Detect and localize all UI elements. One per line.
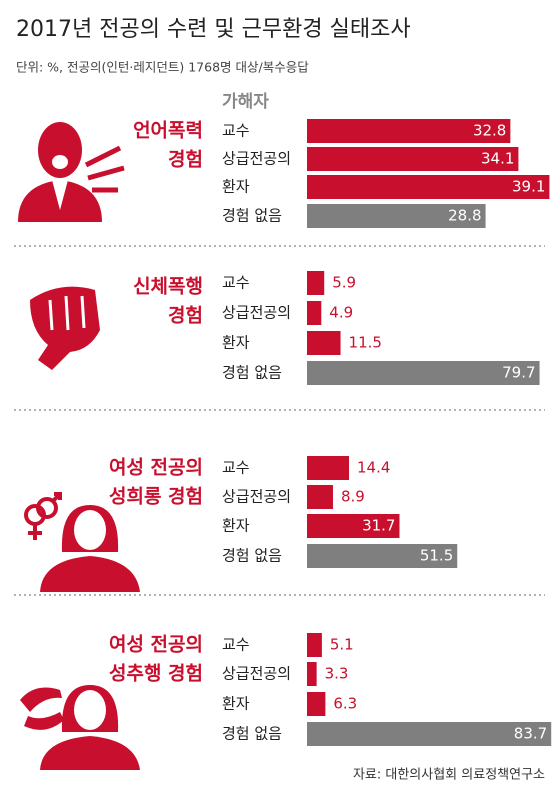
category-label: 환자 — [222, 695, 250, 713]
category-label: 경험 없음 — [222, 547, 282, 565]
panel-label: 경험 — [168, 305, 203, 327]
value-label: 4.9 — [329, 304, 353, 322]
title: 2017년 전공의 수련 및 근무환경 실태조사 — [16, 17, 411, 42]
panel-label: 성희롱 경험 — [109, 486, 203, 508]
subtitle: 단위: %, 전공의(인턴·레지던트) 1768명 대상/복수응답 — [16, 60, 309, 75]
bar — [307, 514, 400, 538]
category-label: 경험 없음 — [222, 725, 282, 743]
icon-woman — [24, 492, 140, 592]
bar — [307, 361, 540, 385]
bar — [307, 662, 317, 686]
bar — [307, 722, 552, 746]
category-label: 환자 — [222, 517, 250, 535]
category-label: 상급전공의 — [222, 150, 291, 168]
value-label: 32.8 — [473, 122, 506, 140]
value-label: 28.8 — [448, 207, 481, 225]
category-label: 상급전공의 — [222, 304, 291, 322]
bar — [307, 456, 350, 480]
category-label: 상급전공의 — [222, 488, 291, 506]
bar — [307, 204, 486, 228]
value-label: 8.9 — [341, 488, 365, 506]
bar — [307, 175, 550, 199]
category-label: 교수 — [222, 459, 250, 477]
bar — [307, 271, 325, 295]
icon-fist — [30, 286, 100, 370]
panel-label: 성추행 경험 — [109, 663, 203, 685]
category-label: 환자 — [222, 178, 250, 196]
header: 가해자 — [222, 92, 269, 112]
value-label: 51.5 — [420, 547, 453, 565]
panel-label: 언어폭력 — [133, 120, 203, 142]
bar — [307, 331, 341, 355]
value-label: 11.5 — [349, 334, 382, 352]
panel-label: 신체폭행 — [133, 276, 203, 298]
value-label: 14.4 — [357, 459, 390, 477]
category-label: 환자 — [222, 334, 250, 352]
value-label: 34.1 — [481, 150, 514, 168]
category-label: 경험 없음 — [222, 207, 282, 225]
bar — [307, 301, 322, 325]
panel-label: 경험 — [168, 149, 203, 171]
category-label: 경험 없음 — [222, 364, 282, 382]
value-label: 83.7 — [514, 725, 547, 743]
category-label: 상급전공의 — [222, 665, 291, 683]
separators — [14, 245, 545, 596]
panel-label: 여성 전공의 — [109, 457, 203, 479]
category-label: 교수 — [222, 274, 250, 292]
category-label: 교수 — [222, 122, 250, 140]
bar — [307, 633, 322, 657]
bar — [307, 485, 333, 509]
value-label: 79.7 — [502, 364, 535, 382]
bar — [307, 692, 326, 716]
bar — [307, 544, 458, 568]
bar — [307, 147, 519, 171]
value-label: 6.3 — [333, 695, 357, 713]
value-label: 3.3 — [325, 665, 349, 683]
value-label: 39.1 — [512, 178, 545, 196]
value-label: 5.1 — [330, 636, 354, 654]
value-label: 31.7 — [362, 517, 395, 535]
icon-shouting — [18, 122, 125, 222]
value-label: 5.9 — [332, 274, 356, 292]
category-label: 교수 — [222, 636, 250, 654]
source: 자료: 대한의사협회 의료정책연구소 — [353, 768, 545, 783]
panel-label: 여성 전공의 — [109, 634, 203, 656]
icon-hands-woman — [20, 685, 140, 770]
bar — [307, 119, 511, 143]
